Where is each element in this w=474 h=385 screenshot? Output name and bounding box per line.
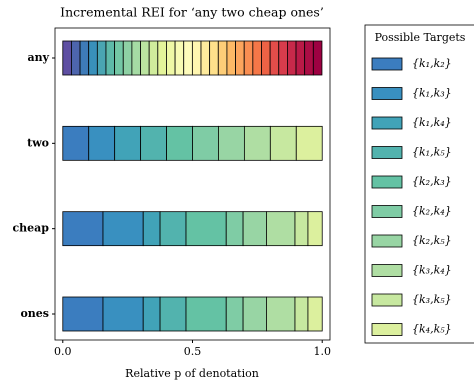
legend-swatch — [371, 205, 403, 218]
bar-segment — [62, 211, 104, 247]
x-tick-label: 1.0 — [313, 345, 331, 358]
bar-segment — [266, 211, 296, 247]
bar-segment — [243, 125, 271, 161]
legend-label: {k₁,k₅} — [412, 146, 452, 159]
legend-swatch — [371, 87, 403, 100]
legend-label: {k₂,k₃} — [412, 175, 452, 188]
bar-segment — [225, 296, 244, 332]
bar-segment — [114, 125, 142, 161]
bar-segment — [252, 40, 262, 76]
bar-segment — [278, 40, 288, 76]
y-tick-label: any — [27, 51, 49, 64]
legend-swatch — [371, 116, 403, 130]
bar-segment — [266, 296, 296, 332]
bar-segment — [62, 40, 72, 76]
legend-label: {k₁,k₂} — [412, 57, 452, 70]
bar-segment — [200, 40, 211, 76]
bar-segment — [185, 296, 227, 332]
bar-segment — [62, 296, 104, 332]
legend-label: {k₂,k₅} — [412, 234, 452, 247]
bar-segment — [294, 211, 309, 247]
bar-segment — [96, 40, 107, 76]
bar-segment — [102, 211, 144, 247]
legend-label: {k₃,k₅} — [412, 293, 452, 306]
legend-label: {k₄,k₅} — [412, 323, 452, 336]
bar-segment — [312, 40, 323, 76]
bar-segment — [295, 125, 323, 161]
bar-segment — [218, 125, 245, 161]
y-tick-label: two — [27, 136, 49, 149]
bar-segment — [114, 40, 124, 76]
legend-title: Possible Targets — [375, 31, 466, 44]
bar-segment — [88, 40, 98, 76]
bar-segment — [226, 40, 236, 76]
legend-swatch — [371, 293, 403, 307]
y-tick-label: cheap — [12, 222, 49, 235]
bar-segment — [122, 40, 133, 76]
bar-segment — [294, 296, 309, 332]
bar-segment — [183, 40, 193, 76]
bar-segment — [79, 40, 90, 76]
bar-segment — [174, 40, 185, 76]
bar-segment — [157, 40, 167, 76]
bar-segment — [191, 40, 202, 76]
bar-segment — [269, 40, 280, 76]
legend-swatch — [371, 57, 403, 71]
legend-swatch — [371, 175, 403, 189]
bar-segment — [307, 296, 323, 332]
bar-segment — [140, 40, 150, 76]
legend-swatch — [371, 264, 403, 277]
bar-segment — [304, 40, 314, 76]
bar-segment — [131, 40, 141, 76]
bar-segment — [159, 211, 187, 247]
bar-segment — [102, 296, 144, 332]
bar-segment — [142, 211, 161, 247]
bar-segment — [105, 40, 116, 76]
bar-segment — [225, 211, 244, 247]
bar-segment — [269, 125, 297, 161]
legend-swatch — [371, 323, 403, 336]
x-axis-label: Relative p of denotation — [125, 367, 259, 380]
bar-segment — [140, 125, 167, 161]
legend-swatch — [371, 234, 403, 248]
bar-segment — [159, 296, 187, 332]
bar-segment — [185, 211, 227, 247]
y-tick-label: ones — [20, 307, 49, 320]
bar-segment — [192, 125, 219, 161]
legend-label: {k₁,k₄} — [412, 116, 452, 129]
bar-segment — [242, 296, 267, 332]
chart-title: Incremental REI for ‘any two cheap ones’ — [60, 5, 324, 20]
legend-label: {k₂,k₄} — [412, 205, 452, 218]
bar-segment — [261, 40, 271, 76]
legend-swatch — [371, 146, 403, 159]
legend-label: {k₁,k₃} — [412, 87, 452, 100]
x-tick-label: 0.5 — [184, 345, 202, 358]
bar-segment — [166, 40, 176, 76]
bar-segment — [287, 40, 297, 76]
legend-label: {k₃,k₄} — [412, 264, 452, 277]
bar-segment — [243, 40, 254, 76]
x-tick-label: 0.0 — [54, 345, 72, 358]
bar-segment — [148, 40, 159, 76]
bar-segment — [142, 296, 161, 332]
bar-segment — [295, 40, 306, 76]
bar-segment — [88, 125, 116, 161]
bar-segment — [71, 40, 81, 76]
bar-segment — [242, 211, 267, 247]
bar-segment — [235, 40, 245, 76]
bar-segment — [217, 40, 228, 76]
bar-segment — [307, 211, 323, 247]
bar-segment — [166, 125, 193, 161]
bar-segment — [62, 125, 90, 161]
bar-segment — [209, 40, 219, 76]
